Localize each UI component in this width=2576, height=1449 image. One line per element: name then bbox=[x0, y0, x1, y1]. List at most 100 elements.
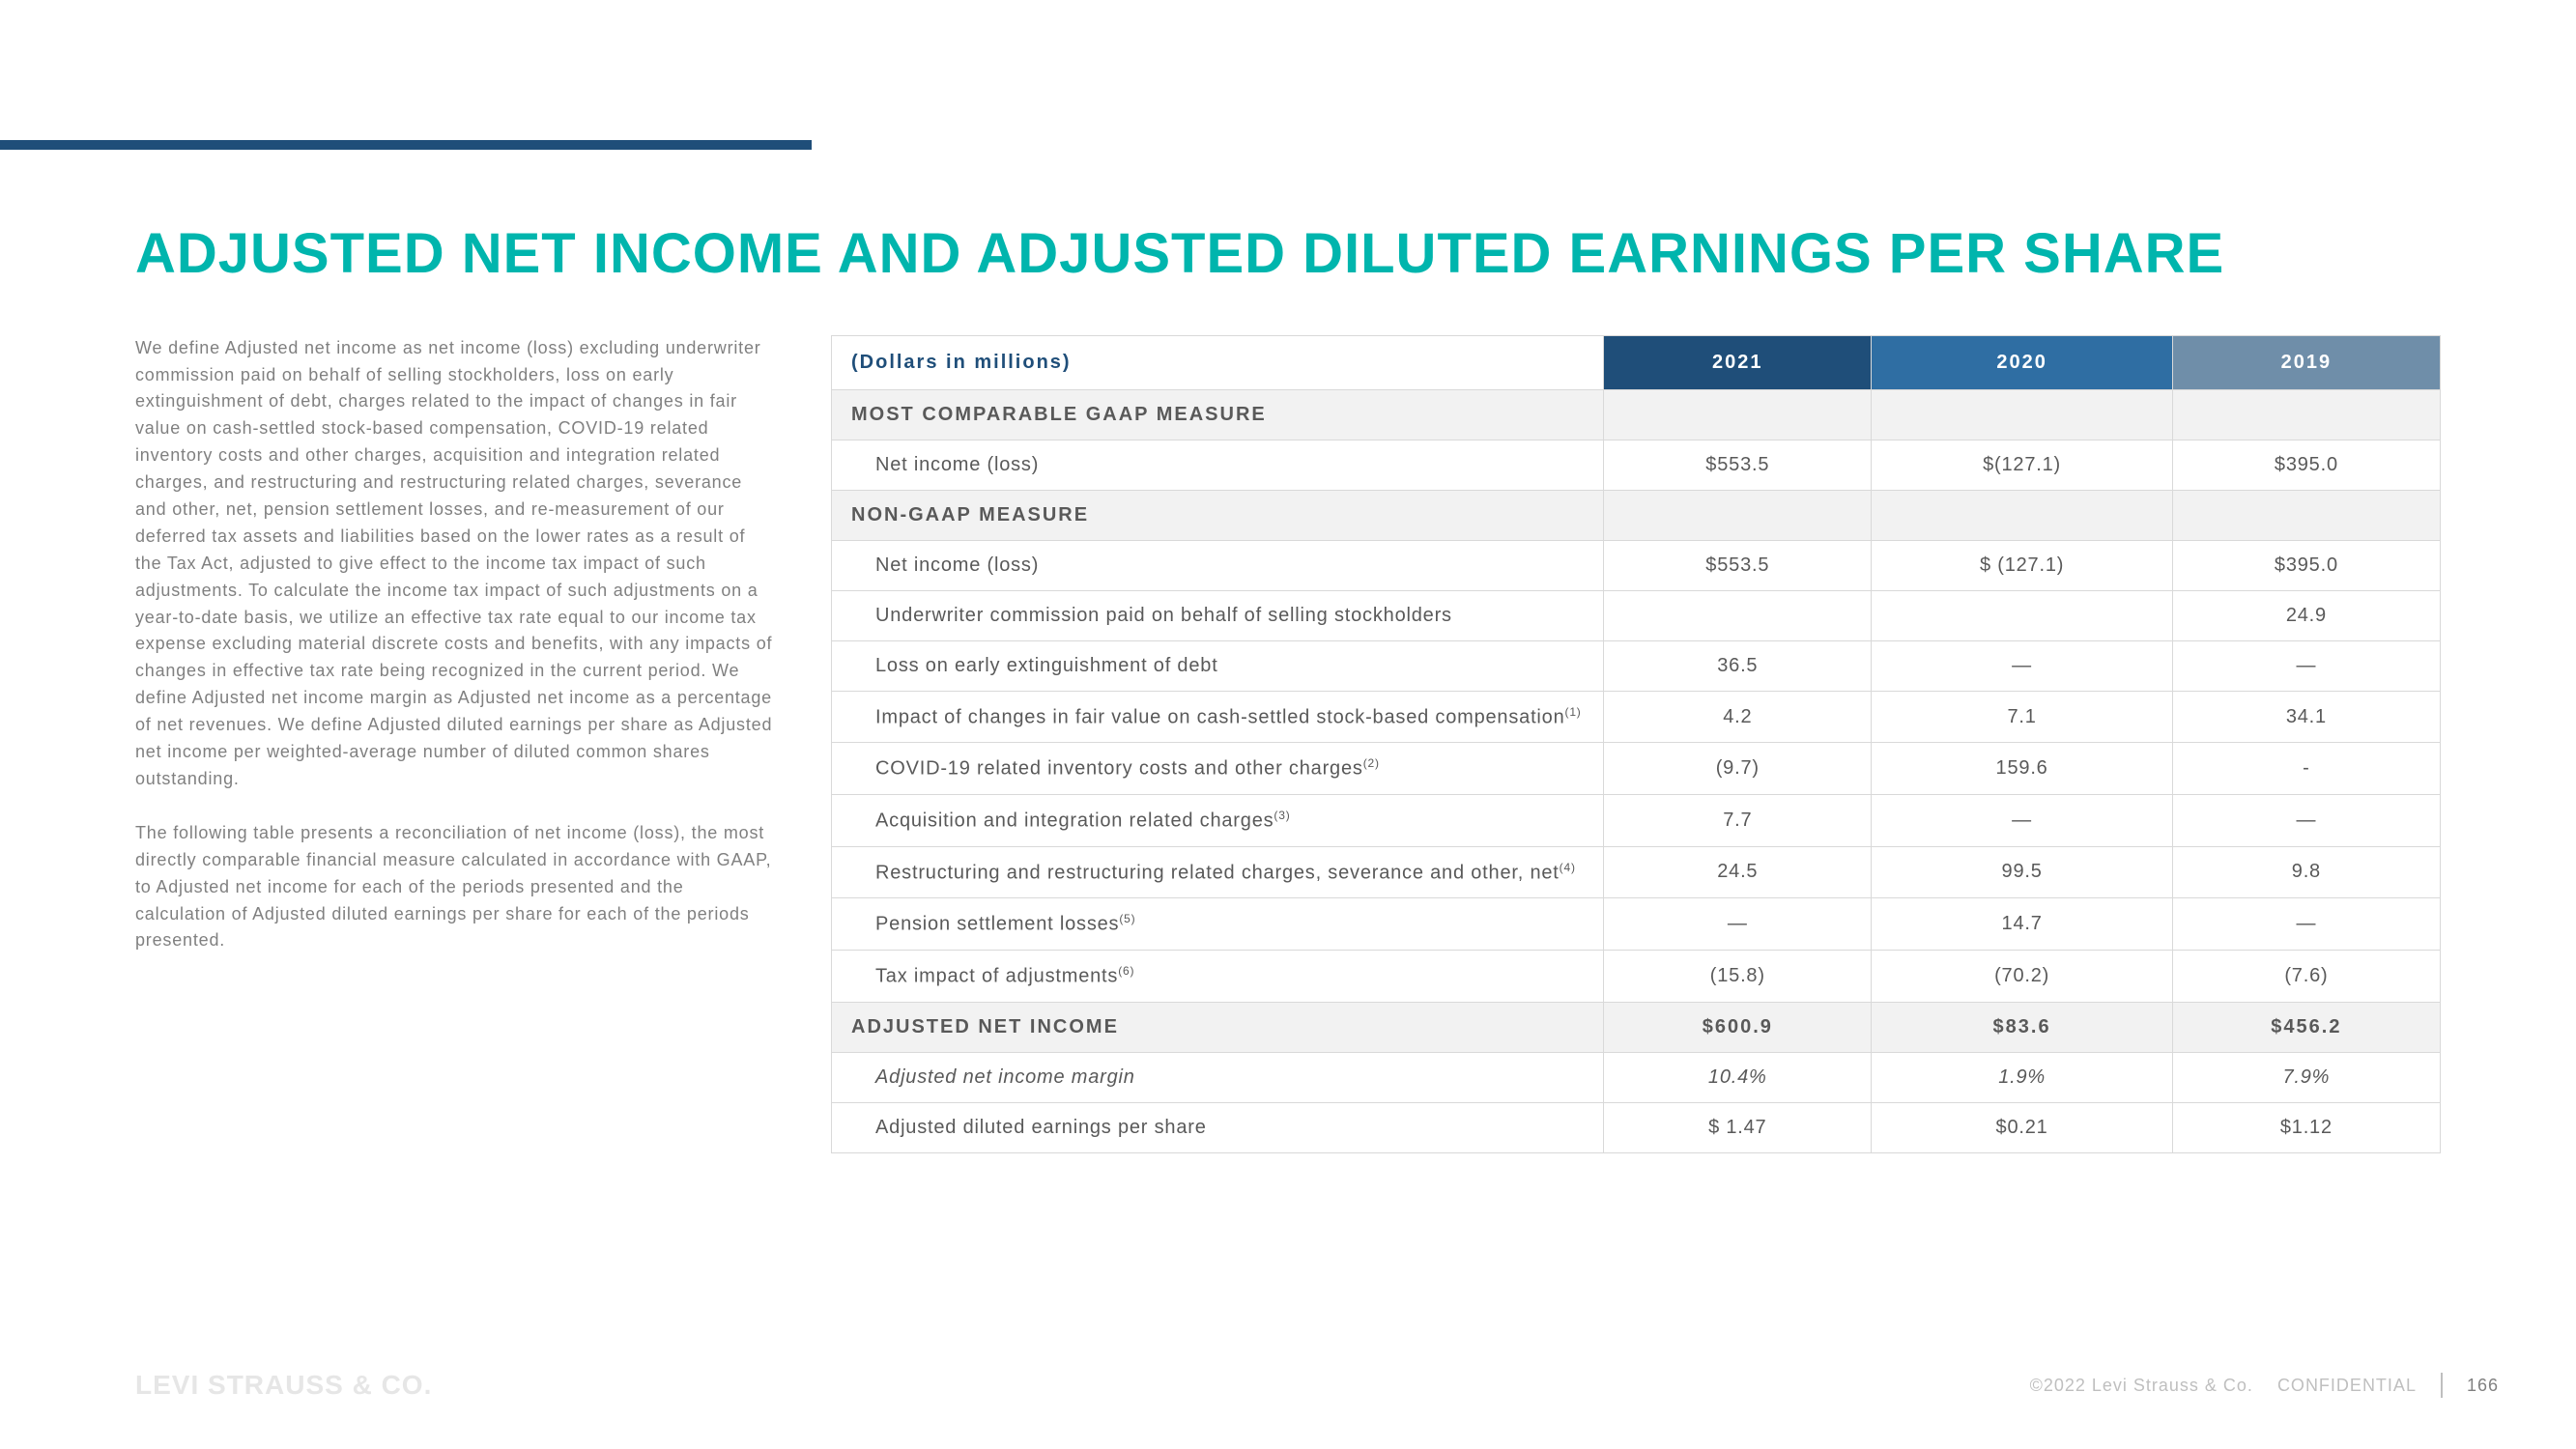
cell: $600.9 bbox=[1604, 1002, 1872, 1052]
cell: — bbox=[2172, 795, 2440, 847]
row-label: Acquisition and integration related char… bbox=[832, 795, 1604, 847]
accent-bar bbox=[0, 140, 812, 150]
row-label: Tax impact of adjustments(6) bbox=[832, 950, 1604, 1002]
section-nongaap: NON-GAAP MEASURE bbox=[832, 490, 2441, 540]
table-row: COVID-19 related inventory costs and oth… bbox=[832, 743, 2441, 795]
cell: 99.5 bbox=[1872, 846, 2172, 898]
cell: 1.9% bbox=[1872, 1052, 2172, 1102]
table-row: Impact of changes in fair value on cash-… bbox=[832, 691, 2441, 743]
row-label: Restructuring and restructuring related … bbox=[832, 846, 1604, 898]
footnote-sup: (4) bbox=[1560, 861, 1576, 874]
col-2020: 2020 bbox=[1872, 335, 2172, 389]
table-row: Adjusted diluted earnings per share $ 1.… bbox=[832, 1102, 2441, 1152]
footnote-sup: (6) bbox=[1118, 964, 1134, 978]
label-text: Tax impact of adjustments bbox=[875, 966, 1118, 987]
section-label: MOST COMPARABLE GAAP MEASURE bbox=[832, 389, 1604, 440]
footnote-sup: (5) bbox=[1119, 912, 1135, 925]
cell: 7.9% bbox=[2172, 1052, 2440, 1102]
paragraph-1: We define Adjusted net income as net inc… bbox=[135, 335, 773, 793]
section-label: NON-GAAP MEASURE bbox=[832, 490, 1604, 540]
description-column: We define Adjusted net income as net inc… bbox=[135, 335, 773, 1153]
cell: $1.12 bbox=[2172, 1102, 2440, 1152]
footnote-sup: (3) bbox=[1274, 809, 1290, 822]
table-row: Underwriter commission paid on behalf of… bbox=[832, 590, 2441, 640]
cell: $395.0 bbox=[2172, 540, 2440, 590]
footer-right: ©2022 Levi Strauss & Co. CONFIDENTIAL 16… bbox=[2030, 1373, 2499, 1398]
page-title: ADJUSTED NET INCOME AND ADJUSTED DILUTED… bbox=[135, 222, 2441, 287]
page-number: 166 bbox=[2467, 1376, 2499, 1396]
section-gaap: MOST COMPARABLE GAAP MEASURE bbox=[832, 389, 2441, 440]
cell: (7.6) bbox=[2172, 950, 2440, 1002]
cell bbox=[2172, 389, 2440, 440]
label-text: Pension settlement losses bbox=[875, 914, 1119, 935]
cell bbox=[2172, 490, 2440, 540]
paragraph-2: The following table presents a reconcili… bbox=[135, 820, 773, 954]
cell: 24.5 bbox=[1604, 846, 1872, 898]
table-row: Net income (loss) $553.5 $(127.1) $395.0 bbox=[832, 440, 2441, 490]
cell: $ (127.1) bbox=[1872, 540, 2172, 590]
col-2019: 2019 bbox=[2172, 335, 2440, 389]
cell: — bbox=[2172, 640, 2440, 691]
cell bbox=[1872, 590, 2172, 640]
cell: - bbox=[2172, 743, 2440, 795]
cell: $ 1.47 bbox=[1604, 1102, 1872, 1152]
footer: LEVI STRAUSS & CO. ©2022 Levi Strauss & … bbox=[135, 1370, 2499, 1401]
footer-separator bbox=[2441, 1373, 2443, 1398]
header-label: (Dollars in millions) bbox=[832, 335, 1604, 389]
footnote-sup: (1) bbox=[1565, 705, 1582, 719]
cell: $553.5 bbox=[1604, 540, 1872, 590]
confidential-label: CONFIDENTIAL bbox=[2277, 1376, 2417, 1396]
cell: 7.1 bbox=[1872, 691, 2172, 743]
label-text: COVID-19 related inventory costs and oth… bbox=[875, 758, 1363, 780]
row-label: Loss on early extinguishment of debt bbox=[832, 640, 1604, 691]
adjusted-net-income-row: ADJUSTED NET INCOME $600.9 $83.6 $456.2 bbox=[832, 1002, 2441, 1052]
table-row: Tax impact of adjustments(6) (15.8) (70.… bbox=[832, 950, 2441, 1002]
cell: — bbox=[1872, 795, 2172, 847]
label-text: Acquisition and integration related char… bbox=[875, 810, 1274, 832]
cell: $0.21 bbox=[1872, 1102, 2172, 1152]
reconciliation-table: (Dollars in millions) 2021 2020 2019 MOS… bbox=[831, 335, 2441, 1153]
table-header-row: (Dollars in millions) 2021 2020 2019 bbox=[832, 335, 2441, 389]
cell: 14.7 bbox=[1872, 898, 2172, 951]
cell: 10.4% bbox=[1604, 1052, 1872, 1102]
body-area: We define Adjusted net income as net inc… bbox=[135, 335, 2441, 1153]
table-row: Acquisition and integration related char… bbox=[832, 795, 2441, 847]
cell bbox=[1604, 590, 1872, 640]
cell: $456.2 bbox=[2172, 1002, 2440, 1052]
table-row: Net income (loss) $553.5 $ (127.1) $395.… bbox=[832, 540, 2441, 590]
copyright-text: ©2022 Levi Strauss & Co. bbox=[2030, 1376, 2253, 1396]
cell: 24.9 bbox=[2172, 590, 2440, 640]
footnote-sup: (2) bbox=[1363, 756, 1380, 770]
table-row: Restructuring and restructuring related … bbox=[832, 846, 2441, 898]
row-label: Net income (loss) bbox=[832, 440, 1604, 490]
row-label: Impact of changes in fair value on cash-… bbox=[832, 691, 1604, 743]
table-row: Adjusted net income margin 10.4% 1.9% 7.… bbox=[832, 1052, 2441, 1102]
row-label: Underwriter commission paid on behalf of… bbox=[832, 590, 1604, 640]
table-row: Pension settlement losses(5) — 14.7 — bbox=[832, 898, 2441, 951]
cell: $83.6 bbox=[1872, 1002, 2172, 1052]
cell: — bbox=[2172, 898, 2440, 951]
cell bbox=[1872, 490, 2172, 540]
cell: — bbox=[1872, 640, 2172, 691]
cell: 34.1 bbox=[2172, 691, 2440, 743]
col-2021: 2021 bbox=[1604, 335, 1872, 389]
cell: $395.0 bbox=[2172, 440, 2440, 490]
cell bbox=[1604, 389, 1872, 440]
company-logo: LEVI STRAUSS & CO. bbox=[135, 1370, 432, 1401]
cell: $553.5 bbox=[1604, 440, 1872, 490]
label-text: Impact of changes in fair value on cash-… bbox=[875, 706, 1565, 727]
cell: 159.6 bbox=[1872, 743, 2172, 795]
row-label: Adjusted net income margin bbox=[832, 1052, 1604, 1102]
cell: 7.7 bbox=[1604, 795, 1872, 847]
cell: (70.2) bbox=[1872, 950, 2172, 1002]
cell: — bbox=[1604, 898, 1872, 951]
row-label: Net income (loss) bbox=[832, 540, 1604, 590]
table-wrap: (Dollars in millions) 2021 2020 2019 MOS… bbox=[831, 335, 2441, 1153]
cell: (9.7) bbox=[1604, 743, 1872, 795]
row-label: ADJUSTED NET INCOME bbox=[832, 1002, 1604, 1052]
cell: $(127.1) bbox=[1872, 440, 2172, 490]
cell bbox=[1872, 389, 2172, 440]
cell bbox=[1604, 490, 1872, 540]
cell: 4.2 bbox=[1604, 691, 1872, 743]
label-text: Restructuring and restructuring related … bbox=[875, 862, 1560, 883]
